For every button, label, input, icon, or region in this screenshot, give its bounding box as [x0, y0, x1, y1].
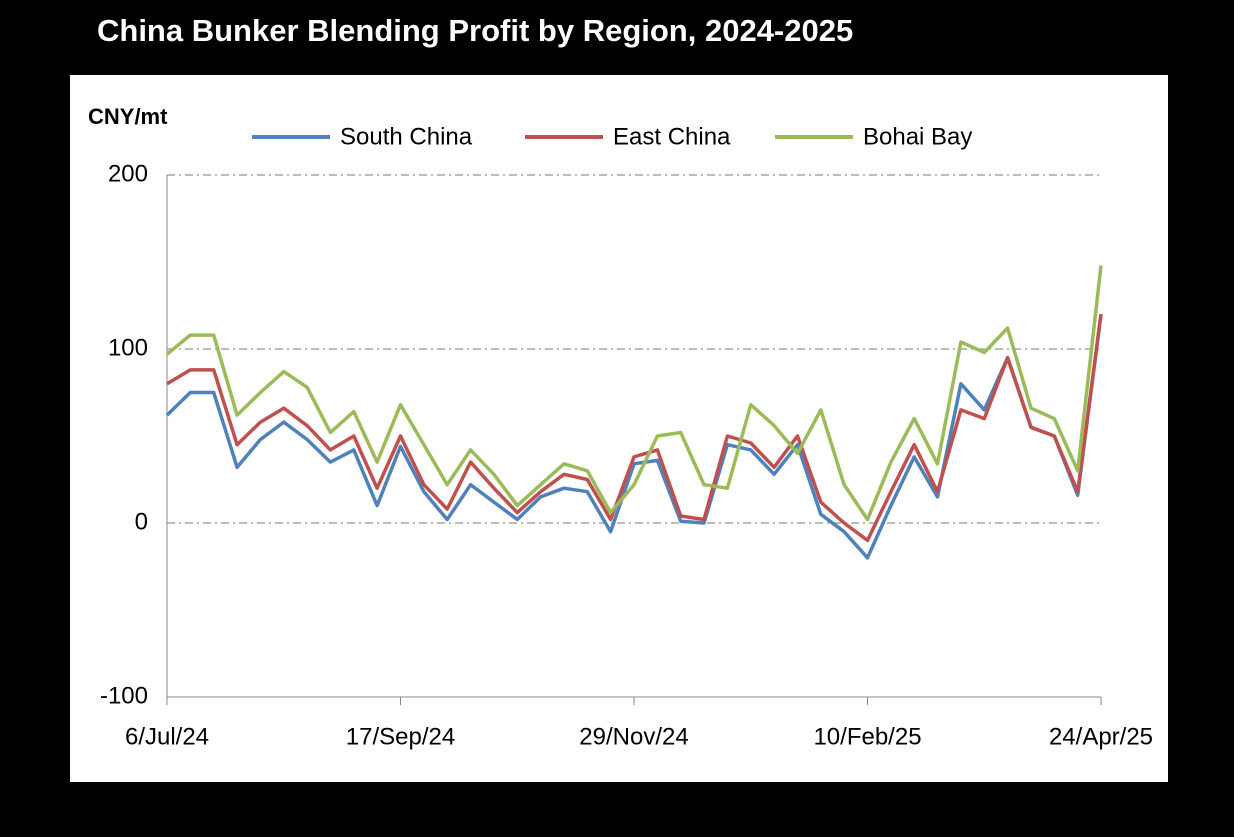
- legend-label: South China: [340, 123, 473, 150]
- y-tick-label: 100: [108, 334, 148, 361]
- series-line: [166, 313, 1103, 543]
- legend-label: Bohai Bay: [863, 123, 972, 150]
- y-tick-label: 0: [135, 508, 148, 535]
- y-tick-label: 200: [108, 160, 148, 187]
- y-axis-label: CNY/mt: [88, 104, 168, 129]
- x-tick-label: 29/Nov/24: [579, 723, 688, 750]
- chart-panel: [70, 75, 1168, 782]
- x-tick-label: 6/Jul/24: [125, 723, 209, 750]
- chart-title: China Bunker Blending Profit by Region, …: [97, 13, 853, 48]
- legend-label: East China: [613, 123, 731, 150]
- series-line: [165, 265, 1103, 522]
- x-tick-label: 24/Apr/25: [1049, 723, 1153, 750]
- x-tick-label: 10/Feb/25: [813, 723, 921, 750]
- x-tick-label: 17/Sep/24: [346, 723, 455, 750]
- y-tick-label: -100: [100, 682, 148, 709]
